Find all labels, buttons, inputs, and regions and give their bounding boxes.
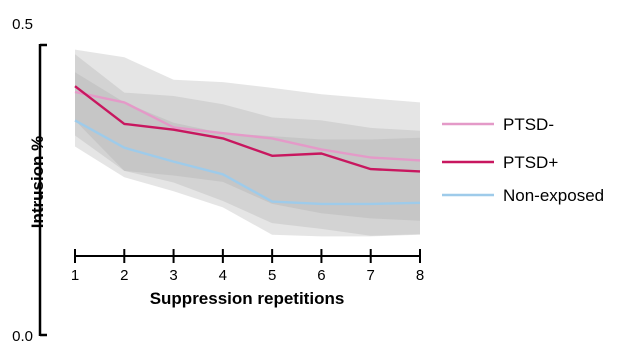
x-tick-label: 3 xyxy=(169,267,177,284)
series-line-2 xyxy=(74,85,421,173)
series-line-3 xyxy=(74,119,421,206)
x-tick-label: 2 xyxy=(120,267,128,284)
legend-label: PTSD+ xyxy=(503,153,558,172)
x-tick-label: 8 xyxy=(416,267,424,284)
x-tick-label: 7 xyxy=(367,267,375,284)
x-tick-label: 1 xyxy=(71,267,79,284)
y-axis: 0.5 0.0 Intrusion % xyxy=(12,16,47,345)
x-tick-label: 5 xyxy=(268,267,276,284)
x-axis-title: Suppression repetitions xyxy=(150,289,345,308)
confidence-bands xyxy=(75,49,420,237)
confidence-band-3 xyxy=(75,72,420,237)
legend-label: Non-exposed xyxy=(503,186,604,205)
x-axis: Suppression repetitions 1 2 3 4 5 6 7 8 xyxy=(71,249,424,308)
series-lines xyxy=(74,85,421,206)
series-line-1 xyxy=(74,90,421,162)
y-tick-label-bottom: 0.0 xyxy=(12,328,33,345)
legend-label: PTSD- xyxy=(503,115,554,134)
legend: PTSD- PTSD+ Non-exposed xyxy=(442,115,604,205)
y-axis-title: Intrusion % xyxy=(28,136,47,229)
y-tick-label-top: 0.5 xyxy=(12,16,33,33)
x-tick-label: 4 xyxy=(219,267,227,284)
x-tick-label: 6 xyxy=(317,267,325,284)
confidence-band-2 xyxy=(75,54,420,236)
